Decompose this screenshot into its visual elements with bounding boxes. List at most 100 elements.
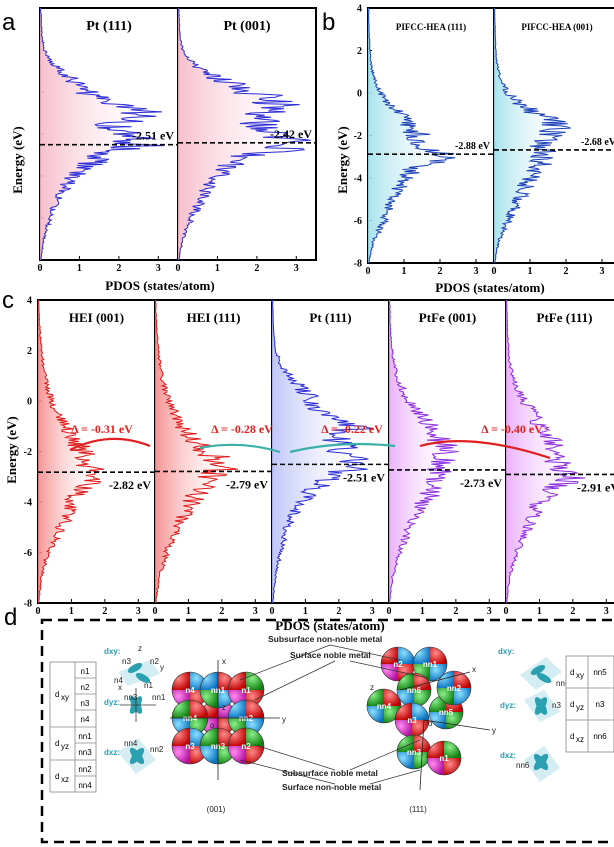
table-n1: n1 — [81, 667, 90, 676]
x-tick-label: 2 — [102, 606, 107, 617]
sphere-111-nn1: nn1 — [412, 646, 448, 682]
orbital-label-dyz-left: dyz: — [104, 698, 120, 707]
sphere-111-nn4-quadrant — [367, 689, 384, 706]
ylabel-a: Energy (eV) — [10, 126, 25, 194]
dxz-orbital-icon-right — [524, 746, 560, 782]
sphere-111-nn5-quadrant — [429, 712, 446, 729]
x-tick-label: 0 — [270, 606, 275, 617]
x-tick-label: 1 — [537, 606, 542, 617]
sphere-001-nn1-quadrant — [200, 690, 218, 708]
sphere-111-n3-quadrant — [412, 720, 429, 737]
x-tick-label: 0 — [36, 606, 41, 617]
x-tick-label: 3 — [370, 606, 375, 617]
orb-n2: n2 — [150, 657, 159, 666]
pdos-line-b-0 — [367, 7, 456, 264]
pdos-line-c-2 — [272, 299, 374, 603]
delta-label-3: Δ = -0.40 eV — [481, 422, 543, 436]
pdos-line-a-0 — [40, 7, 165, 261]
sphere-001-nn4-quadrant — [190, 700, 208, 718]
sphere-001-n2: n2 — [227, 727, 265, 765]
sphere-111-nn6-quadrant — [397, 673, 414, 690]
sphere-111-n3: n3 — [394, 702, 430, 738]
sphere-111-nn2-quadrant — [454, 688, 471, 705]
y-tick-label: 2 — [357, 46, 362, 57]
pdos-line-c-0 — [38, 299, 105, 604]
facet-label-001: (001) — [207, 805, 226, 814]
axis-letter-z: z — [138, 644, 142, 653]
sphere-111-nn2-quadrant — [437, 688, 454, 705]
axis-letter-001-y: y — [282, 715, 286, 724]
x-tick-label: 1 — [77, 263, 82, 274]
orb-right-nn6: nn6 — [516, 761, 530, 770]
sphere-001-n2-outline — [227, 727, 265, 765]
panel-label-c: c — [2, 287, 14, 314]
d-band-value-c-1: -2.79 eV — [226, 477, 268, 491]
rtable-n3: n3 — [596, 700, 605, 709]
sphere-111-n2-quadrant — [381, 647, 398, 664]
sphere-001-n3-label: n3 — [185, 742, 195, 751]
sphere-111-n1-quadrant — [444, 758, 461, 775]
orb-right-nn5: nn5 — [556, 679, 570, 688]
sphere-001-nn1-quadrant — [200, 672, 218, 690]
x-tick-label: 3 — [253, 606, 258, 617]
sphere-001-n2-quadrant — [246, 728, 264, 746]
y-tick-label: -2 — [354, 131, 362, 142]
axis-y-111 — [423, 719, 491, 731]
x-tick-label: 0 — [366, 266, 371, 277]
y-tick-label: -8 — [24, 599, 32, 610]
pdos-line-b-1 — [493, 7, 571, 264]
diagram-frame — [40, 618, 614, 844]
sphere-001-nn2-quadrant — [246, 700, 264, 718]
x-tick-label: 2 — [570, 606, 575, 617]
axis-letter-001-o: o — [210, 721, 215, 730]
x-tick-label: 0 — [153, 606, 158, 617]
right-orbital-icons: dxy: dyz: dxz: nn5 n3 nn6 — [498, 647, 570, 782]
y-tick-label: 4 — [357, 4, 362, 15]
table-dxy-sub: xy — [61, 693, 69, 702]
orb-nn4: nn4 — [124, 739, 138, 748]
x-tick-label: 3 — [156, 263, 161, 274]
sphere-111-nn6-quadrant — [414, 673, 431, 690]
sphere-111-nn6-quadrant — [414, 690, 431, 707]
orb-nn2: nn2 — [150, 745, 164, 754]
x-tick-label: 0 — [176, 263, 181, 274]
sphere-001-nn2-label: nn2 — [239, 714, 254, 723]
dxz-orbital-icon — [118, 738, 156, 774]
x-tick-label: 1 — [303, 606, 308, 617]
plot-title-c-3: PtFe (001) — [419, 310, 476, 325]
chart-text: Pt (111) -2.51 eV 0 1 2 3 Pt (001) -2.42 eV 0 1 2 3… — [24, 4, 614, 618]
pdos-area-c-4 — [506, 300, 586, 603]
sphere-111-nn3-quadrant — [414, 752, 431, 769]
sphere-111-nn3-label: nn3 — [407, 748, 422, 757]
x-tick-label: 0 — [504, 606, 509, 617]
pdos-area-c-0 — [38, 300, 105, 603]
facet-label-111: (111) — [409, 805, 427, 814]
sphere-111-n2-quadrant — [398, 664, 415, 681]
orbital-label-dxz-left: dxz: — [104, 748, 120, 757]
sphere-111-nn6: nn6 — [396, 672, 432, 708]
orb-right-n3: n3 — [552, 701, 561, 710]
plot-title-b-0: PIFCC-HEA (111) — [396, 22, 466, 32]
sphere-111-n1-label: n1 — [439, 754, 449, 763]
right-orbital-table: d xy d yz d xz nn5 n3 nn6 — [565, 655, 614, 753]
sphere-111-nn1-quadrant — [430, 664, 447, 681]
delta-label-0: Δ = -0.31 eV — [71, 422, 133, 436]
sphere-111-n1-outline — [426, 740, 462, 776]
sphere-111-nn2-quadrant — [437, 671, 454, 688]
table-dxz-d: d — [55, 772, 59, 781]
pdos-fills — [38, 8, 586, 603]
panel-label-a: a — [2, 9, 16, 36]
diagram-panel-d: d xy d yz d xz n1 n2 n3 n4 nn1 nn3 nn2 n… — [40, 618, 614, 844]
sphere-001-nn4-quadrant — [172, 700, 190, 718]
table-nn2: nn2 — [78, 765, 92, 774]
orbital-label-dxy-left: dxy: — [104, 647, 120, 656]
sphere-111-nn2-outline — [436, 670, 472, 706]
pdos-area-c-2 — [272, 300, 374, 603]
plot-title-a-0: Pt (111) — [86, 19, 132, 34]
ylabel-c: Energy (eV) — [4, 416, 19, 484]
axis-x-111 — [399, 671, 471, 691]
x-tick-label: 2 — [219, 606, 224, 617]
table-nn3: nn3 — [78, 748, 92, 757]
sphere-001-n2-quadrant — [228, 728, 246, 746]
sphere-111-nn5-quadrant — [446, 712, 463, 729]
